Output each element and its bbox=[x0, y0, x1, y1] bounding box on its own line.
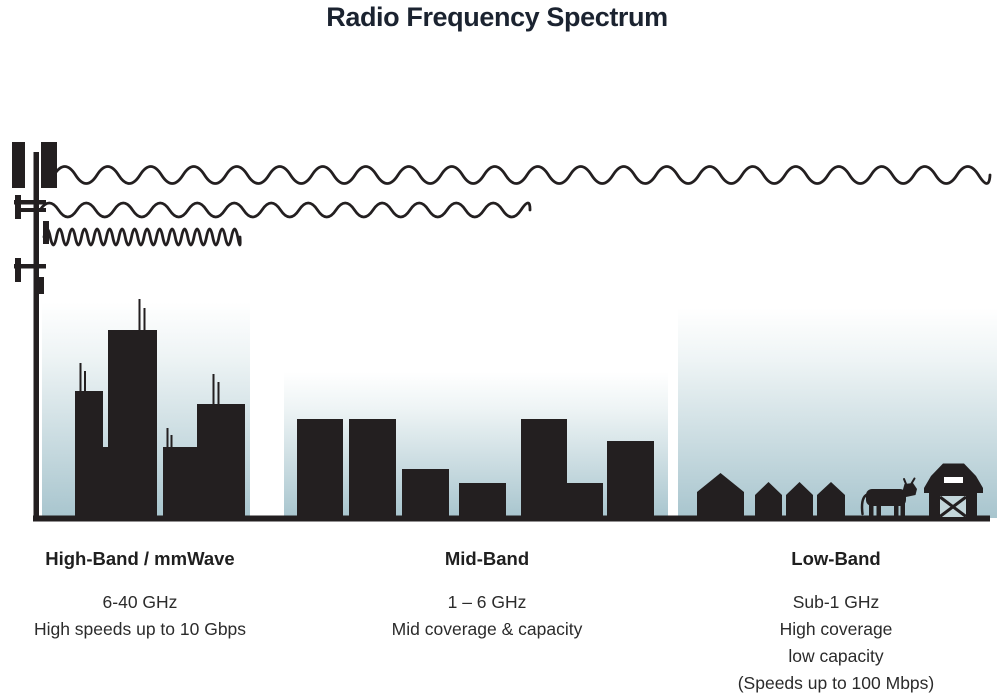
radio-waves bbox=[38, 165, 992, 247]
tower-crossbar bbox=[14, 200, 46, 205]
barn-door-crossbuck bbox=[939, 495, 967, 518]
barn-icon bbox=[924, 463, 983, 520]
building bbox=[459, 483, 506, 520]
low-band-scene bbox=[697, 463, 983, 520]
building bbox=[567, 483, 603, 520]
building bbox=[607, 441, 654, 520]
tower-antenna-panel bbox=[15, 258, 21, 282]
house-icon bbox=[697, 473, 744, 520]
house-icon bbox=[786, 482, 813, 520]
tower-antenna-panel bbox=[41, 142, 57, 188]
long-wavelength-wave bbox=[52, 165, 992, 185]
tower-mast bbox=[33, 152, 39, 521]
barn-vent bbox=[944, 477, 963, 483]
skyscraper bbox=[75, 391, 103, 520]
building bbox=[297, 419, 343, 520]
house-icon bbox=[755, 482, 782, 520]
tower-antenna-panel bbox=[15, 195, 21, 219]
house-icon bbox=[817, 482, 845, 520]
medium-wavelength-wave bbox=[38, 201, 532, 219]
building bbox=[402, 469, 449, 520]
skyscraper bbox=[163, 447, 197, 520]
tower-antenna-panel bbox=[38, 277, 44, 294]
ground-line bbox=[33, 515, 990, 522]
tower-crossbar bbox=[14, 264, 46, 269]
mid-band-skyline bbox=[297, 419, 654, 520]
rooftop-antennas bbox=[79, 299, 220, 448]
tower-crossbar bbox=[20, 208, 46, 212]
building bbox=[349, 419, 396, 520]
cow-icon bbox=[860, 477, 917, 520]
tower-antenna-panel bbox=[12, 142, 25, 188]
skyscraper bbox=[197, 404, 245, 520]
high-band-skyline bbox=[75, 299, 245, 520]
skyscraper bbox=[103, 447, 108, 520]
skyscraper bbox=[108, 330, 157, 520]
building bbox=[521, 419, 567, 520]
diagram-title: Radio Frequency Spectrum bbox=[326, 2, 668, 32]
short-wavelength-wave bbox=[42, 227, 242, 247]
